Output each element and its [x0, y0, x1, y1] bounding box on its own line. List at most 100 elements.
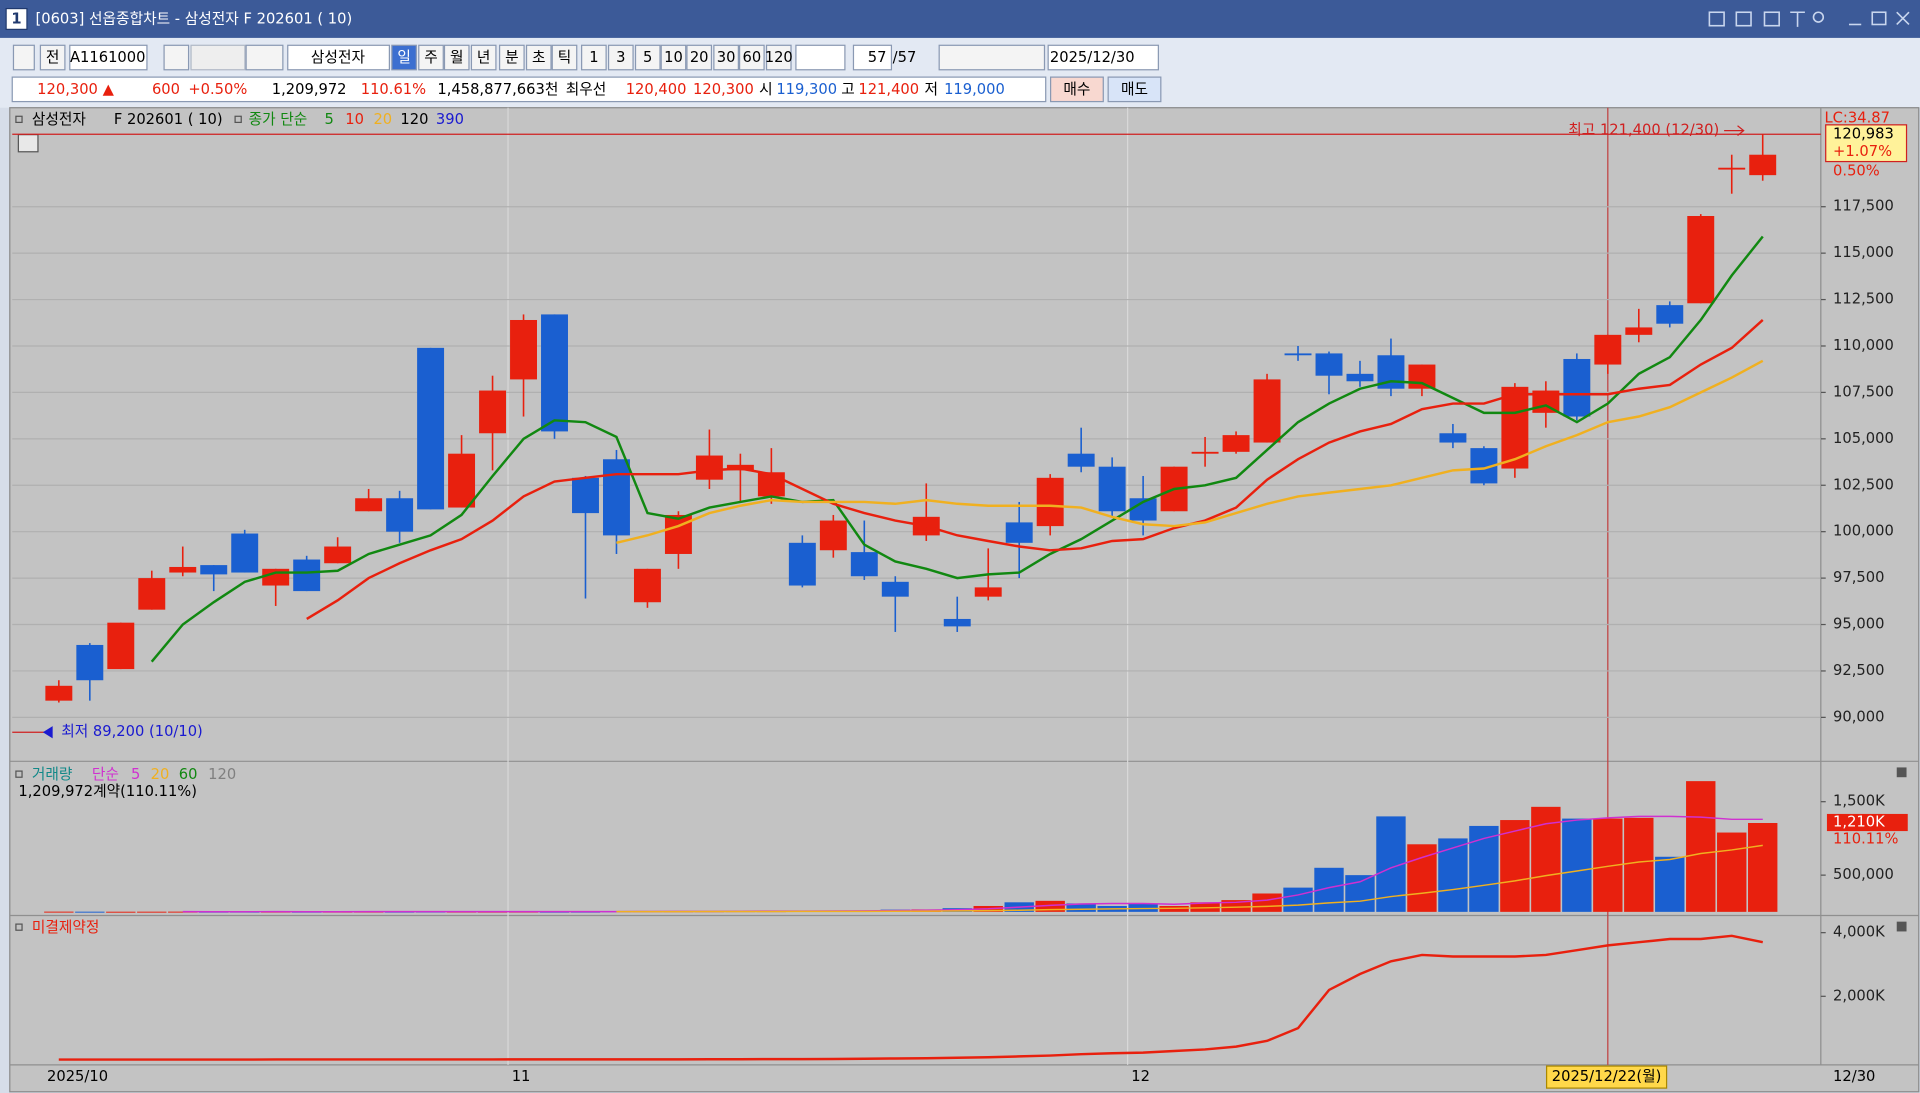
toolbar-button[interactable]	[551, 44, 578, 71]
toolbar-label: 3	[616, 49, 625, 66]
toolbar-button[interactable]	[713, 44, 739, 71]
panel-close[interactable]	[1896, 767, 1907, 778]
volume-bar	[1624, 817, 1654, 912]
toolbar-label: 1	[589, 49, 598, 66]
low-label: 최저 89,200 (10/10)	[61, 723, 203, 740]
toolbar-button[interactable]	[660, 44, 687, 71]
toolbar-label: 분	[505, 49, 519, 66]
title-bar	[0, 0, 1920, 38]
right-label: 0.50%	[1833, 162, 1880, 179]
toolbar-button[interactable]	[634, 44, 661, 71]
toolbar-button[interactable]	[581, 44, 607, 71]
quote-value: 시	[759, 81, 773, 98]
window-title: [0603] 선옵종합차트 - 삼성전자 F 202601 ( 10)	[36, 11, 353, 28]
order-button-label[interactable]: 매도	[1121, 81, 1148, 98]
volume-bar	[1407, 844, 1437, 912]
toolbar-button[interactable]	[391, 44, 417, 71]
y-tick-label: 110,000	[1833, 337, 1894, 354]
toolbar-button[interactable]	[738, 44, 765, 71]
volume-ma-line	[182, 815, 1763, 913]
volume-bar	[1345, 875, 1375, 912]
candle-body	[788, 542, 816, 586]
table-icon[interactable]	[17, 134, 39, 153]
tool-icon[interactable]	[245, 44, 284, 71]
candle-body	[1625, 327, 1653, 335]
toolbar-button[interactable]	[418, 44, 444, 71]
tool-icon[interactable]	[190, 44, 246, 71]
legend-entry: 5	[324, 111, 333, 128]
candle-body	[1315, 353, 1343, 376]
win-btn[interactable]	[1812, 11, 1825, 23]
ma-line	[150, 235, 1764, 663]
toolbar-button[interactable]	[607, 44, 634, 71]
ma-line	[616, 359, 1764, 545]
quote-value: 121,400	[858, 81, 919, 98]
search-btn[interactable]	[163, 44, 190, 71]
x-tick-label: 2025/10	[47, 1068, 108, 1085]
volume-bar	[1066, 903, 1096, 912]
maximize[interactable]	[1871, 11, 1887, 26]
volume-bar	[1469, 825, 1499, 912]
candle-body	[1749, 154, 1777, 176]
candle-body	[1656, 305, 1684, 324]
candle-body	[819, 520, 847, 551]
candle-body	[231, 533, 259, 573]
win-btn[interactable]	[1735, 11, 1752, 27]
y-tick-label: 97,500	[1833, 569, 1884, 586]
candle-body	[1098, 466, 1126, 512]
close[interactable]	[1896, 11, 1910, 26]
toolbar-button[interactable]	[470, 44, 497, 71]
candle-body	[695, 455, 723, 480]
win-btn[interactable]	[1763, 11, 1780, 27]
toolbar-label: 10	[664, 49, 683, 66]
y-tick-label: 105,000	[1833, 430, 1894, 447]
input-box[interactable]	[852, 44, 893, 71]
candle-body	[262, 568, 290, 586]
input-box[interactable]	[1047, 44, 1159, 71]
quote-value: 120,300	[693, 81, 754, 98]
toolbar-button[interactable]	[443, 44, 470, 71]
panel-close[interactable]	[1896, 921, 1907, 932]
tool-icon[interactable]	[12, 44, 35, 71]
toolbar-label: 일	[397, 49, 411, 66]
toolbar-label: 년	[477, 49, 491, 66]
volume-bar	[1035, 900, 1065, 912]
volume-bar	[1438, 838, 1468, 912]
candle-body	[355, 498, 383, 512]
quote-bar	[11, 76, 1047, 103]
toolbar-button[interactable]	[525, 44, 552, 71]
toolbar-button[interactable]	[39, 44, 66, 71]
x-tick-label: 12/30	[1833, 1068, 1875, 1085]
candle-body	[510, 319, 537, 380]
candle-body	[1067, 453, 1095, 467]
win-btn[interactable]	[1708, 11, 1725, 27]
volume-bar	[1252, 893, 1282, 912]
tool-icons[interactable]	[938, 44, 1046, 71]
volume-bar	[75, 911, 105, 913]
toolbar-button[interactable]	[686, 44, 713, 71]
volume-bar	[1686, 781, 1716, 912]
high-label: 최고 121,400 (12/30)	[1568, 122, 1719, 139]
toolbar-button[interactable]	[498, 44, 525, 71]
chart-name: 삼성전자	[32, 111, 87, 128]
order-button-label[interactable]: 매수	[1063, 81, 1090, 98]
order-button[interactable]	[1107, 76, 1162, 103]
right-label: +1.07%	[1833, 143, 1892, 160]
win-btn[interactable]	[1790, 11, 1805, 27]
legend-entry: 10	[345, 111, 364, 128]
quote-value: 1,458,877,663천	[437, 81, 558, 98]
toolbar-label: 월	[450, 49, 464, 66]
toolbar-button[interactable]	[765, 44, 792, 71]
input-box[interactable]	[69, 44, 148, 71]
combo[interactable]	[795, 44, 846, 71]
legend-entry: 120	[400, 111, 428, 128]
right-label: 120,983	[1833, 126, 1894, 143]
candle-body	[1408, 364, 1436, 389]
toolbar-label: 2025/12/30	[1050, 49, 1135, 66]
volume-bar	[137, 911, 167, 913]
order-button[interactable]	[1050, 76, 1104, 103]
candle-body	[1222, 435, 1250, 452]
quote-value: +0.50%	[188, 81, 247, 98]
input-box[interactable]	[287, 44, 390, 71]
quote-value: 120,400	[626, 81, 687, 98]
